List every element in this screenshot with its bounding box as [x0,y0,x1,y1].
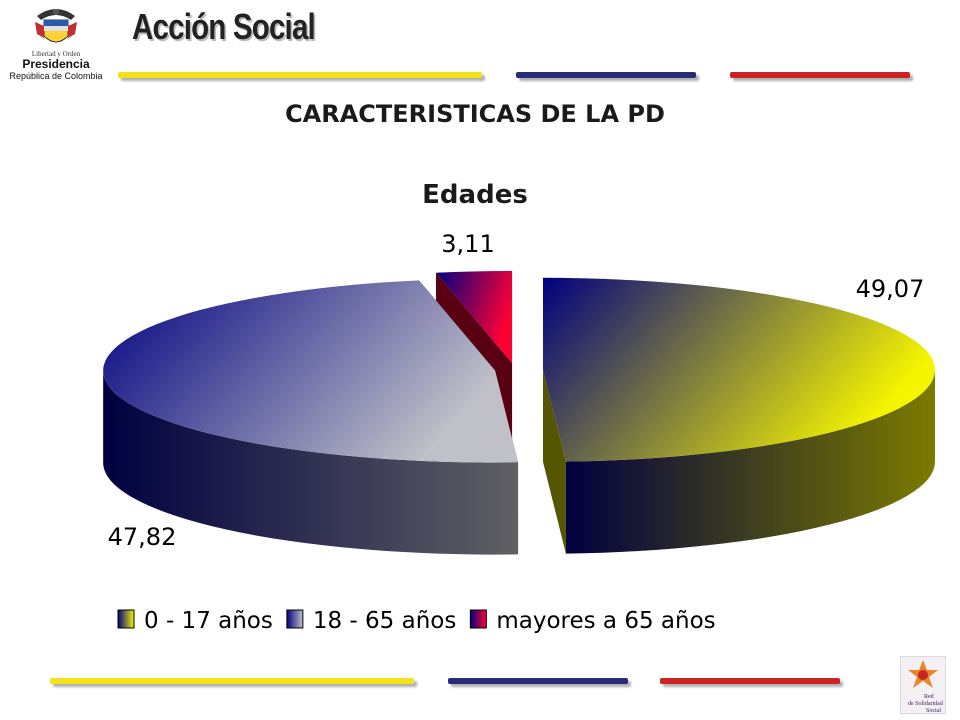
chart-title: CARACTERISTICAS DE LA PD [285,100,665,128]
header-stripe-red [730,72,910,78]
value-label-1: 47,82 [108,523,177,551]
legend-label-1: 18 - 65 años [313,608,457,634]
logo-sub-text: República de Colombia [9,71,103,81]
legend-label-0: 0 - 17 años [144,608,273,634]
legend-swatch-0 [117,609,135,629]
slice-cut-end-0 [542,369,566,554]
slice-side-0 [565,369,935,554]
value-label-0: 49,07 [856,275,925,303]
legend-label-2: mayores a 65 años [496,608,715,634]
chart-subtitle: Edades [422,180,528,210]
footer-stripe-yellow [50,678,414,684]
seal-text-3: Social [926,708,941,714]
seal-text-2: de Solidaridad [908,701,943,707]
legend-swatch-2 [469,609,487,629]
red-solidaridad-logo: Red de Solidaridad Social [900,656,946,714]
coat-of-arms-icon [35,9,77,43]
presidencia-logo: Libertad y Orden Presidencia República d… [6,4,106,104]
header-stripe-yellow [118,72,482,78]
slice-top-2 [435,270,513,363]
footer-stripe-red [660,678,840,684]
value-label-2: 3,11 [441,230,494,258]
logo-motto: Libertad y Orden [31,50,81,58]
slice-side-1 [103,370,519,555]
seal-text-1: Red [924,694,934,700]
brand-title: Acción Social [132,6,316,47]
legend-swatch-1 [286,609,304,629]
header-stripe-blue [516,72,696,78]
footer-stripe-blue [448,678,628,684]
slice-top-0 [542,277,935,462]
logo-main-text: Presidencia [22,57,90,71]
slice-top-1 [103,280,519,463]
